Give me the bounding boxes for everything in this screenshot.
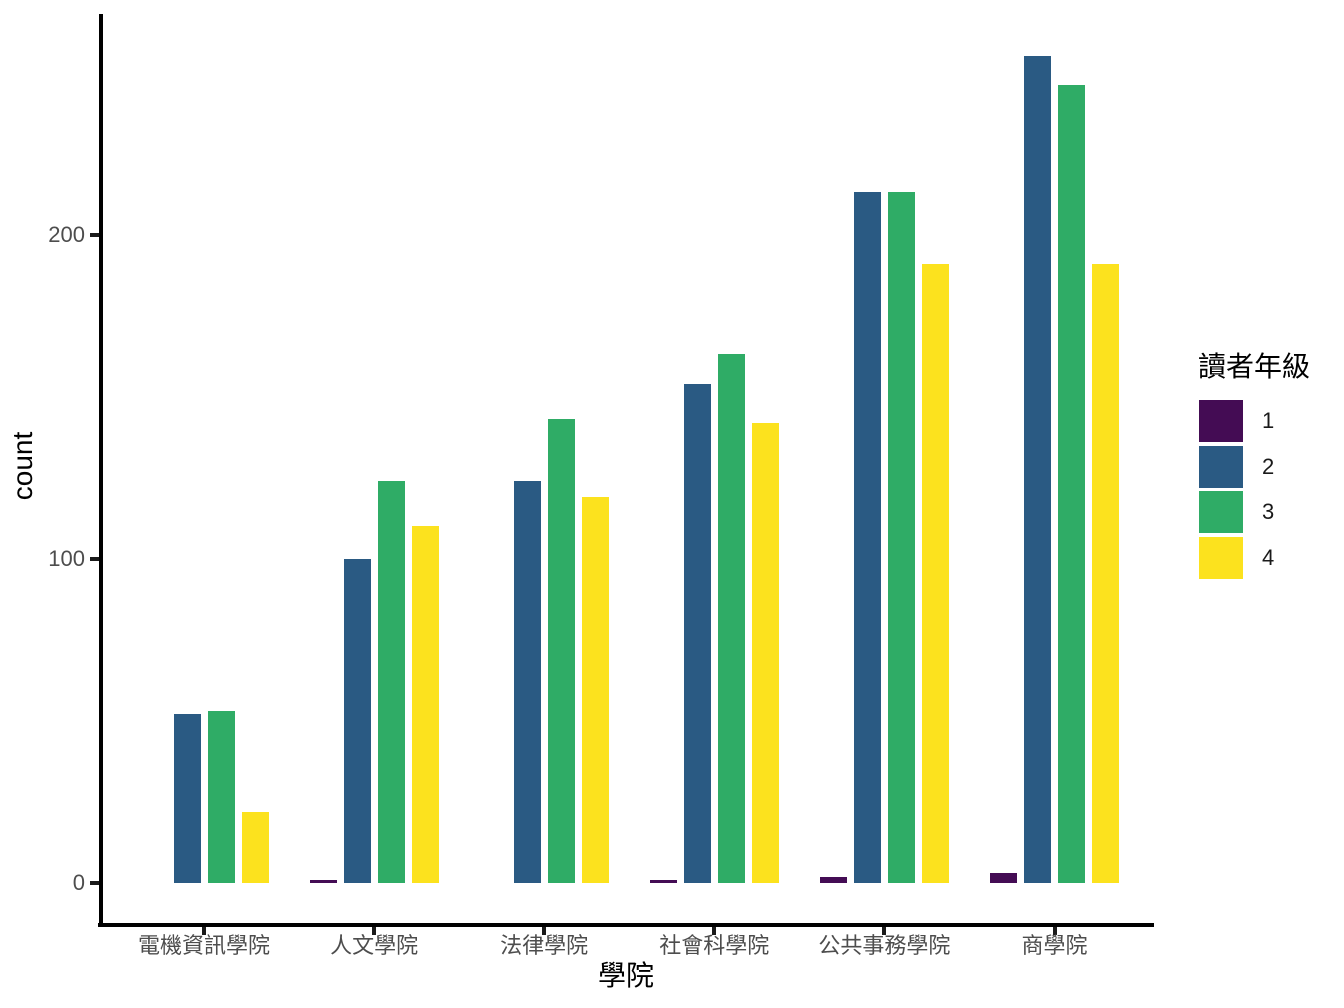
bar-3-電機資訊學院 xyxy=(207,711,235,883)
x-tick-label: 社會科學院 xyxy=(659,933,770,958)
bar-3-商學院 xyxy=(1058,85,1085,883)
y-tick-mark xyxy=(90,232,99,237)
x-tick-label: 公共事務學院 xyxy=(818,933,951,958)
bar-1-公共事務學院 xyxy=(819,876,847,883)
x-tick-mark xyxy=(882,927,887,935)
legend-swatch-4 xyxy=(1199,536,1243,579)
x-axis-line xyxy=(98,923,1154,927)
y-tick-label: 200 xyxy=(48,221,85,247)
bar-2-人文學院 xyxy=(343,558,371,883)
x-tick-mark xyxy=(202,927,206,935)
bar-2-法律學院 xyxy=(513,480,541,883)
legend-swatch-2 xyxy=(1199,445,1243,488)
legend-title: 讀者年級 xyxy=(1198,351,1311,382)
bar-3-公共事務學院 xyxy=(887,192,915,883)
x-tick-label: 電機資訊學院 xyxy=(137,933,270,958)
bar-2-社會科學院 xyxy=(683,383,711,883)
bar-1-人文學院 xyxy=(309,879,337,883)
bar-4-電機資訊學院 xyxy=(241,811,269,883)
legend-swatch-3 xyxy=(1199,491,1243,533)
legend-label-2: 2 xyxy=(1262,453,1275,479)
y-tick-label: 100 xyxy=(48,545,85,571)
x-tick-mark xyxy=(542,927,547,935)
x-tick-mark xyxy=(372,927,377,935)
bar-3-法律學院 xyxy=(547,419,575,883)
x-tick-label: 人文學院 xyxy=(330,933,419,958)
bar-1-商學院 xyxy=(990,873,1017,883)
x-tick-mark xyxy=(1052,927,1057,935)
bar-4-社會科學院 xyxy=(751,422,779,883)
bar-2-商學院 xyxy=(1024,56,1051,883)
bar-3-人文學院 xyxy=(377,480,405,883)
y-axis-line xyxy=(99,14,103,927)
bar-1-社會科學院 xyxy=(649,879,677,883)
x-tick-label: 商學院 xyxy=(1021,933,1088,958)
bar-4-商學院 xyxy=(1092,263,1119,883)
legend-label-1: 1 xyxy=(1262,408,1275,433)
legend-label-3: 3 xyxy=(1262,499,1275,524)
bar-4-公共事務學院 xyxy=(921,263,949,883)
y-tick-mark xyxy=(90,556,99,561)
x-tick-mark xyxy=(712,927,717,935)
bar-3-社會科學院 xyxy=(717,354,745,883)
bar-2-電機資訊學院 xyxy=(173,714,201,883)
bar-4-人文學院 xyxy=(411,526,439,883)
legend-label-4: 4 xyxy=(1262,544,1275,570)
legend-swatch-1 xyxy=(1199,400,1243,442)
bar-4-法律學院 xyxy=(581,497,609,883)
y-tick-label: 0 xyxy=(72,870,85,895)
y-tick-mark xyxy=(90,881,99,885)
x-axis-title: 學院 xyxy=(597,960,654,991)
bar-2-公共事務學院 xyxy=(853,192,881,883)
x-tick-label: 法律學院 xyxy=(500,933,589,958)
